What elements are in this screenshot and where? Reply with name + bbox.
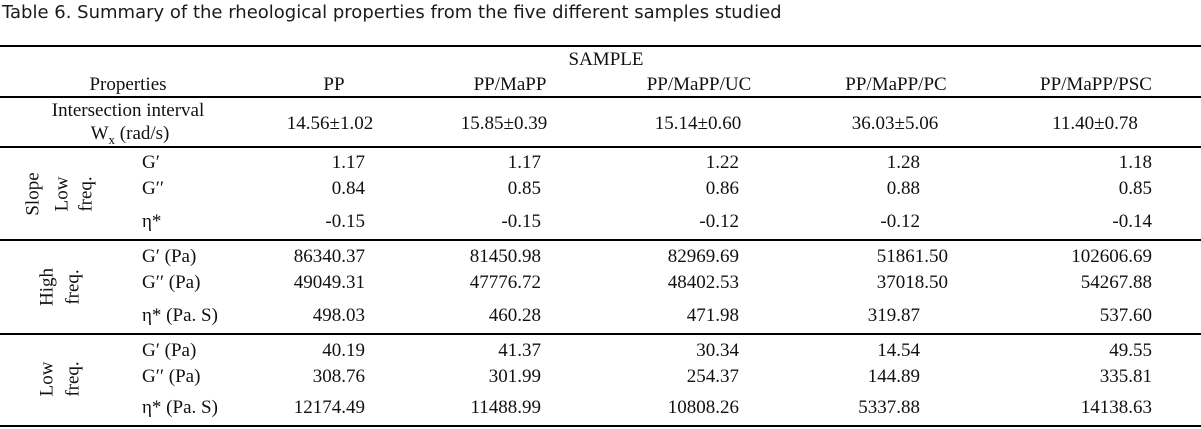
cell-value: -0.12 [699, 211, 739, 232]
cell-value: -0.15 [325, 211, 365, 232]
cell-value: 0.88 [886, 178, 920, 199]
cell-value: 40.19 [322, 340, 365, 361]
cell-value: 102606.69 [1071, 246, 1152, 267]
properties-header: Properties [89, 74, 167, 95]
section-high-label: High [36, 268, 58, 306]
section-slope-label: Slope [22, 172, 44, 216]
bottom-rule [0, 425, 1201, 427]
cell-value: 319.87 [867, 305, 920, 326]
cell-value: 144.89 [867, 366, 920, 387]
cell-value: 10808.26 [667, 397, 739, 418]
cell-value: 0.84 [331, 178, 365, 199]
row-property: G′ [142, 152, 160, 173]
cell-value: 11488.99 [470, 397, 541, 418]
cell-value: 0.86 [705, 178, 739, 199]
cell-value: 1.18 [1118, 152, 1152, 173]
section-slope-low-label: Low [51, 176, 73, 212]
cell-value: 0.85 [507, 178, 541, 199]
section-rule [0, 239, 1201, 241]
cell-value: 471.98 [686, 305, 739, 326]
cell-value: 30.34 [696, 340, 739, 361]
cell-value: 12174.49 [293, 397, 365, 418]
top-rule [0, 45, 1201, 47]
sample-header-pp-mapp: PP/MaPP [473, 74, 547, 95]
omega-subscript: x [108, 131, 116, 147]
cell-value: 0.85 [1118, 178, 1152, 199]
row-property: η* [142, 211, 162, 232]
cell-value: 1.28 [886, 152, 920, 173]
cell-value: 254.37 [686, 366, 739, 387]
row-property: G′ (Pa) [142, 246, 197, 267]
section-low-label: Low [36, 361, 58, 397]
sample-header-pp: PP [323, 74, 345, 95]
section-rule [0, 146, 1201, 148]
cell-value: 5337.88 [858, 397, 920, 418]
row-property: G′′ [142, 178, 165, 199]
omega-symbol: W [90, 123, 109, 144]
cell-value: 301.99 [488, 366, 541, 387]
cell-value: 49049.31 [293, 272, 365, 293]
cell-value: -0.14 [1112, 211, 1152, 232]
cell-value: 48402.53 [667, 272, 739, 293]
cell-value: 41.37 [498, 340, 541, 361]
sample-header-pp-mapp-psc: PP/MaPP/PSC [1040, 74, 1152, 95]
header-rule [0, 96, 1201, 98]
row-property: η* (Pa. S) [142, 305, 218, 326]
intersection-value: 15.14±0.60 [654, 113, 742, 134]
intersection-label: Intersection interval [51, 100, 205, 121]
row-property: G′ (Pa) [142, 340, 197, 361]
intersection-value: 15.85±0.39 [460, 113, 548, 134]
cell-value: 47776.72 [469, 272, 541, 293]
intersection-value: 14.56±1.02 [286, 113, 374, 134]
sample-group-header: SAMPLE [568, 49, 644, 70]
cell-value: -0.15 [501, 211, 541, 232]
cell-value: 51861.50 [876, 246, 948, 267]
cell-value: 14138.63 [1080, 397, 1152, 418]
intersection-unit-label: Wx (rad/s) [91, 124, 170, 146]
cell-value: 81450.98 [469, 246, 541, 267]
cell-value: 335.81 [1099, 366, 1152, 387]
unit-text: (rad/s) [115, 123, 170, 144]
cell-value: 86340.37 [293, 246, 365, 267]
cell-value: 1.17 [331, 152, 365, 173]
cell-value: 37018.50 [876, 272, 948, 293]
row-property: G′′ (Pa) [142, 366, 201, 387]
row-property: η* (Pa. S) [142, 397, 218, 418]
section-rule [0, 333, 1201, 335]
cell-value: 537.60 [1099, 305, 1152, 326]
cell-value: 460.28 [488, 305, 541, 326]
sample-header-pp-mapp-uc: PP/MaPP/UC [646, 74, 752, 95]
sample-header-pp-mapp-pc: PP/MaPP/PC [845, 74, 947, 95]
cell-value: 498.03 [312, 305, 365, 326]
cell-value: -0.12 [880, 211, 920, 232]
row-property: G′′ (Pa) [142, 272, 201, 293]
cell-value: 1.22 [705, 152, 739, 173]
cell-value: 308.76 [312, 366, 365, 387]
cell-value: 82969.69 [667, 246, 739, 267]
cell-value: 14.54 [877, 340, 920, 361]
cell-value: 49.55 [1109, 340, 1152, 361]
section-high-freq-label: freq. [62, 269, 84, 305]
intersection-value: 36.03±5.06 [851, 113, 939, 134]
cell-value: 1.17 [507, 152, 541, 173]
intersection-value: 11.40±0.78 [1052, 113, 1138, 134]
section-low-freq-label: freq. [62, 361, 84, 397]
table-caption: Table 6. Summary of the rheological prop… [2, 2, 782, 23]
section-slope-freq-label: freq. [75, 176, 97, 212]
cell-value: 54267.88 [1080, 272, 1152, 293]
